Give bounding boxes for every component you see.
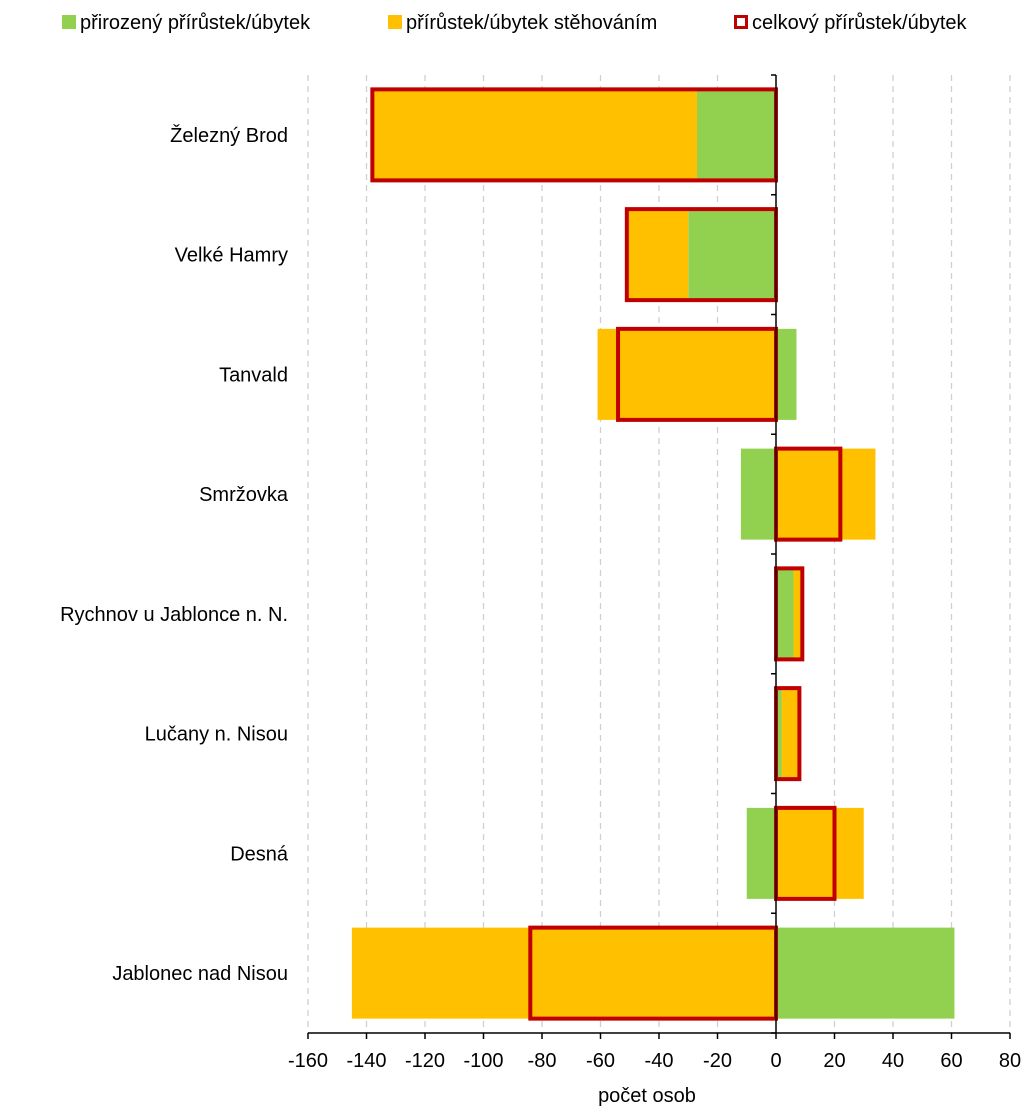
- bar-natural: [776, 568, 794, 660]
- category-label: Smržovka: [199, 484, 289, 506]
- bar-natural: [740, 448, 776, 540]
- x-tick-label: -80: [528, 1050, 557, 1072]
- bar-migration: [351, 927, 776, 1019]
- legend: přirozený přírůstek/úbytek přírůstek/úbyt…: [62, 12, 968, 34]
- x-tick-label: -40: [645, 1050, 674, 1072]
- bar-natural: [746, 807, 776, 899]
- x-tick-label: -100: [463, 1050, 503, 1072]
- category-label: Velké Hamry: [175, 245, 288, 267]
- bar-migration: [626, 209, 689, 301]
- category-label: Rychnov u Jablonce n. N.: [60, 604, 288, 626]
- bar-natural: [776, 328, 797, 420]
- bar-migration: [781, 688, 800, 780]
- category-label: Tanvald: [219, 364, 288, 386]
- bar-natural: [776, 688, 782, 780]
- bar-migration: [372, 89, 698, 181]
- legend-label: přirozený přírůstek/úbytek: [80, 12, 311, 34]
- category-label: Lučany n. Nisou: [145, 724, 288, 746]
- category-label: Desná: [230, 843, 289, 865]
- legend-label: přírůstek/úbytek stěhováním: [406, 12, 657, 34]
- category-label: Jablonec nad Nisou: [112, 963, 288, 985]
- category-label: Železný Brod: [170, 124, 288, 147]
- x-tick-label: -20: [703, 1050, 732, 1072]
- bar-migration: [597, 328, 776, 420]
- axes: [307, 74, 1011, 1039]
- bar-natural: [688, 209, 776, 301]
- legend-label: celkový přírůstek/úbytek: [752, 12, 968, 34]
- bar-migration: [776, 807, 864, 899]
- legend-swatch: [388, 15, 402, 29]
- bar-migration: [776, 448, 876, 540]
- legend-swatch: [62, 15, 76, 29]
- x-tick-label: 0: [770, 1050, 781, 1072]
- x-tick-label: 60: [940, 1050, 962, 1072]
- x-axis-label: počet osob: [598, 1085, 696, 1107]
- x-tick-label: -160: [288, 1050, 328, 1072]
- category-labels: Železný Brod Velké Hamry Tanvald Smržovka Ry…: [60, 124, 289, 985]
- bar-natural: [697, 89, 776, 181]
- bars: [351, 87, 955, 1021]
- bar-migration: [793, 568, 803, 660]
- bar-natural: [776, 927, 955, 1019]
- legend-swatch: [734, 15, 748, 29]
- x-tick-label: -140: [346, 1050, 386, 1072]
- x-tick-label: -60: [586, 1050, 615, 1072]
- x-tick-label: -120: [405, 1050, 445, 1072]
- x-tick-label: 40: [882, 1050, 904, 1072]
- x-tick-label: 80: [999, 1050, 1021, 1072]
- x-tick-label: 20: [823, 1050, 845, 1072]
- x-tick-labels: -160 -140 -120 -100 -80 -60 -40 -20 0 20 40 60 80: [288, 1050, 1021, 1072]
